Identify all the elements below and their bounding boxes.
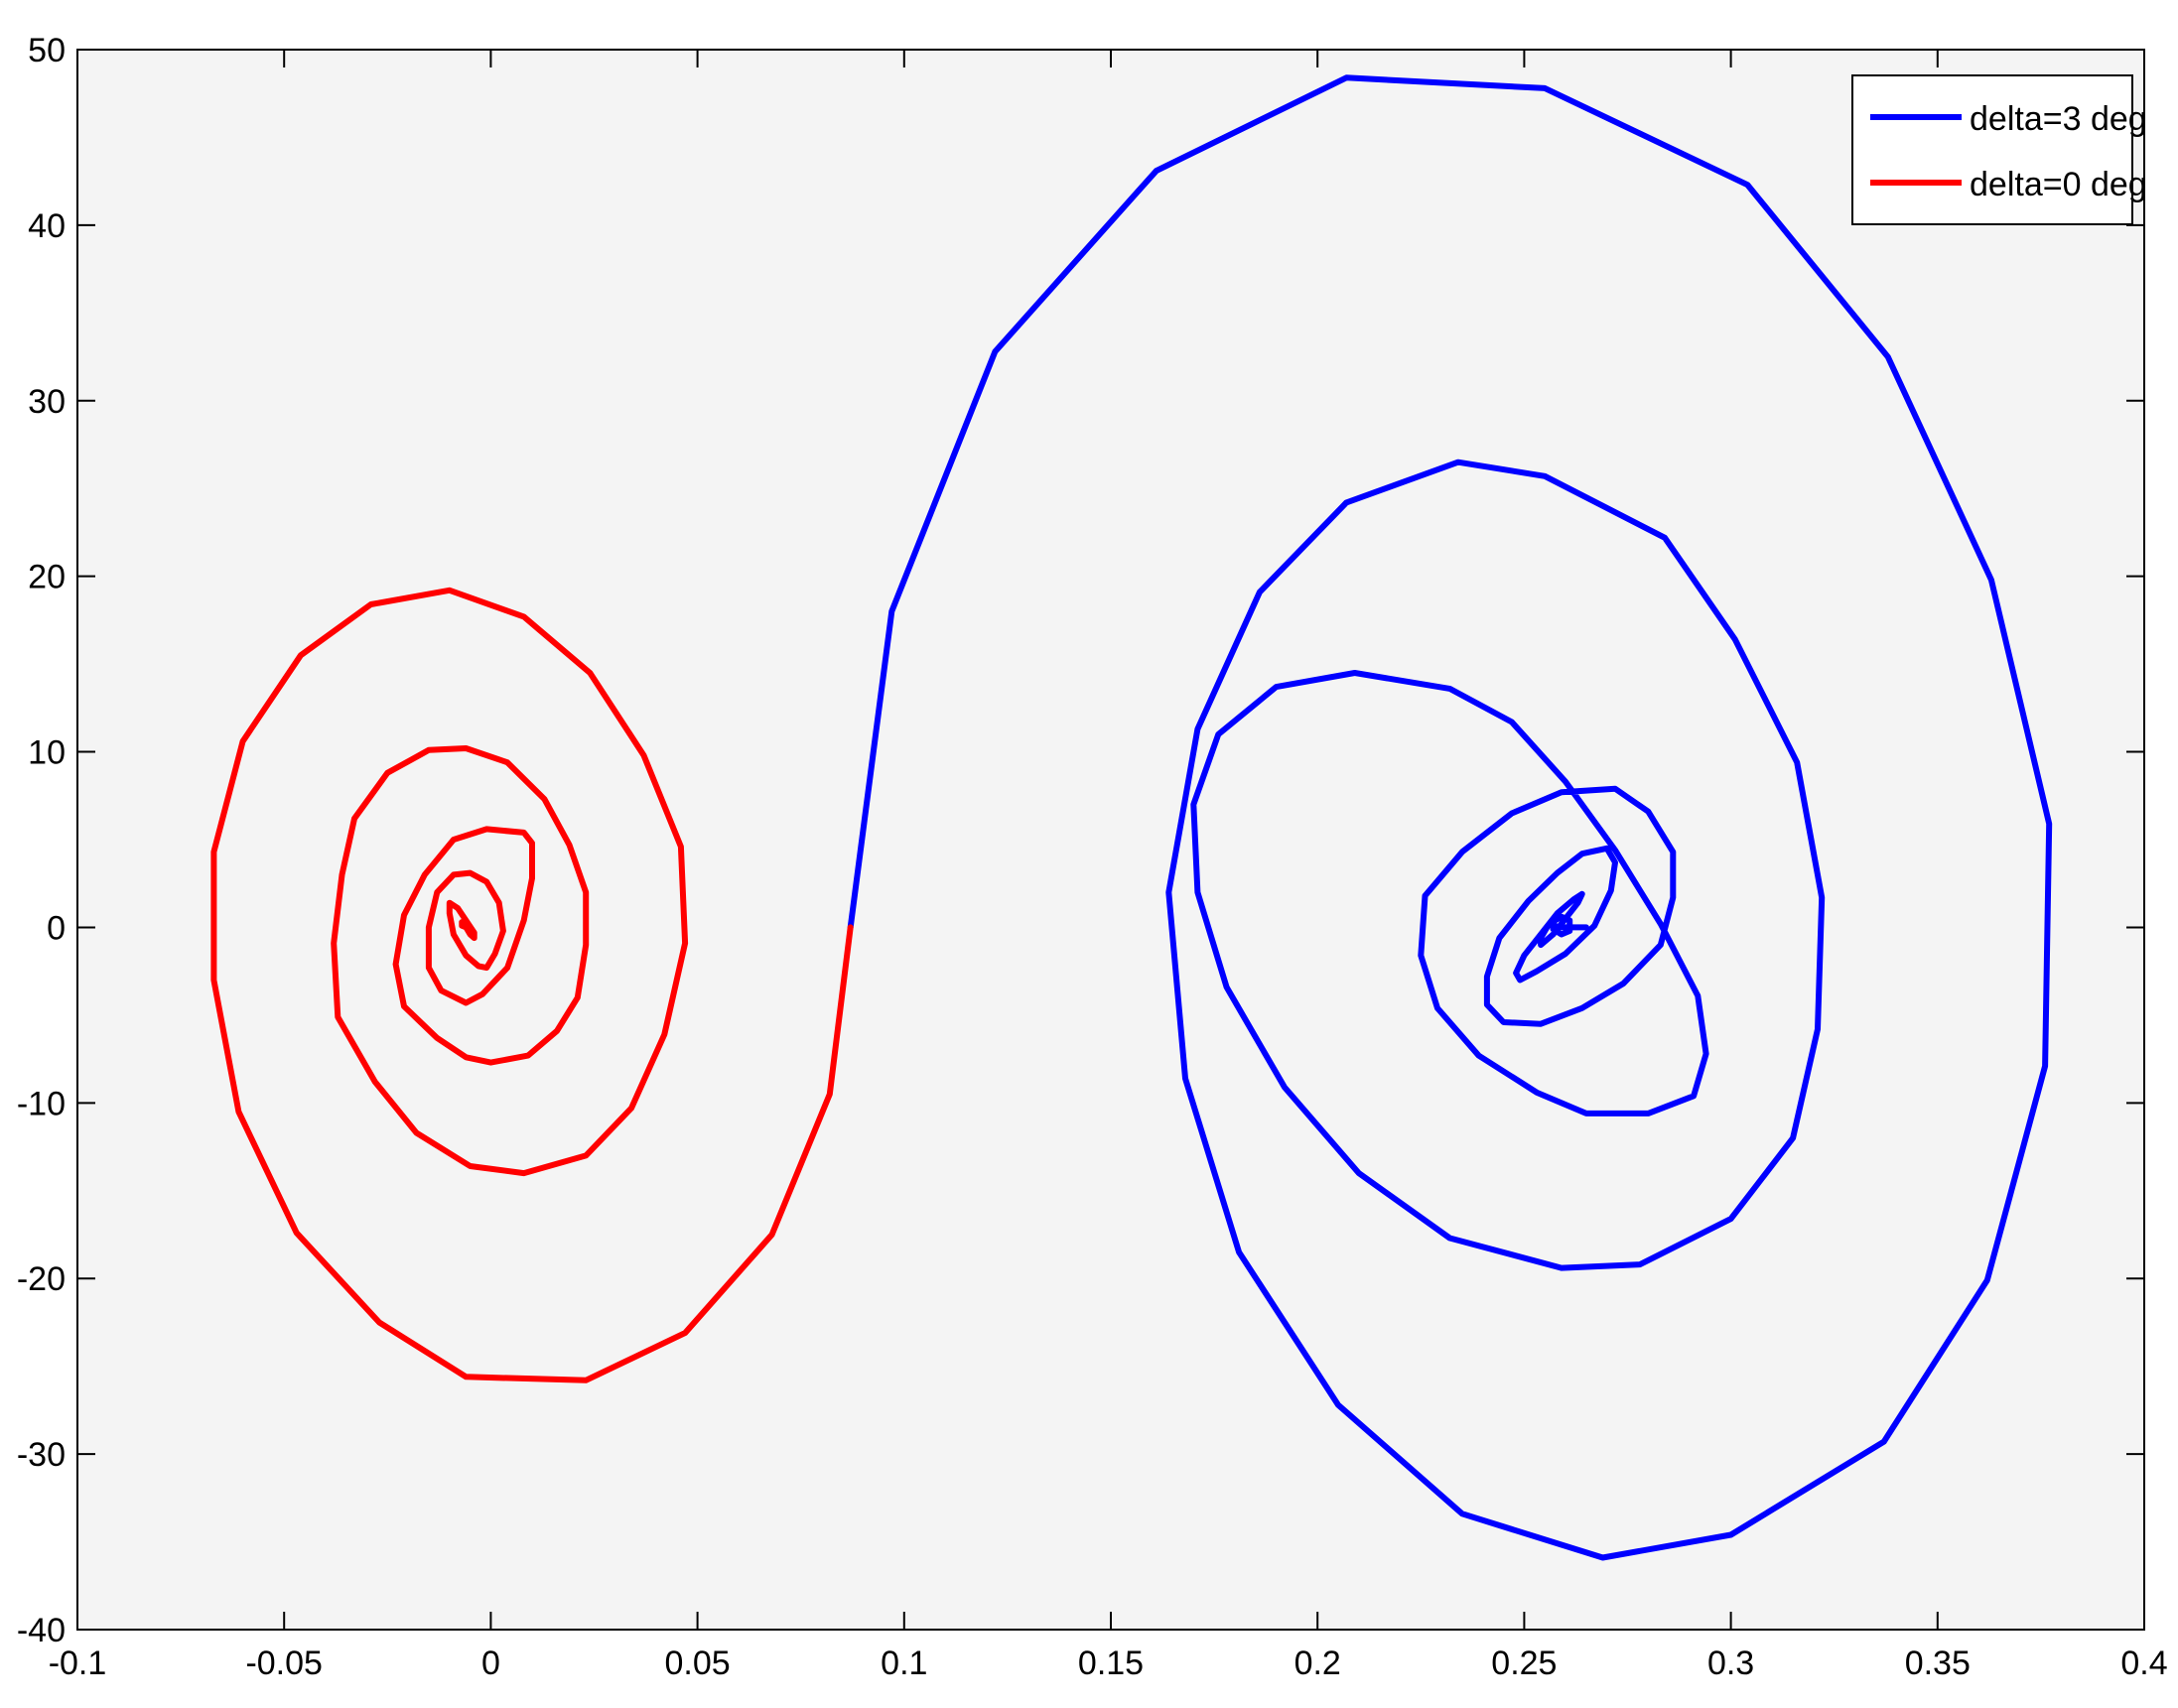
x-tick-label: 0 xyxy=(481,1644,500,1682)
legend-box xyxy=(1851,74,2133,225)
y-axis-tick-labels: -40 -30 -20 -10 0 10 20 30 40 50 xyxy=(17,32,66,1649)
y-tick-label: 0 xyxy=(47,909,66,947)
x-tick-label: 0.4 xyxy=(2120,1644,2167,1682)
y-tick-label: 50 xyxy=(28,32,66,69)
x-tick-label: -0.1 xyxy=(49,1644,107,1682)
x-tick-label: 0.1 xyxy=(881,1644,927,1682)
x-axis-tick-labels: -0.1 -0.05 0 0.05 0.1 0.15 0.2 0.25 0.3 0.35 0.4 xyxy=(49,1644,2168,1682)
x-tick-label: 0.05 xyxy=(665,1644,731,1682)
x-tick-label: 0.15 xyxy=(1078,1644,1144,1682)
y-tick-label: -40 xyxy=(17,1612,66,1649)
y-tick-label: -20 xyxy=(17,1260,66,1298)
y-tick-label: 10 xyxy=(28,734,66,772)
y-tick-label: -30 xyxy=(17,1436,66,1474)
y-tick-label: -10 xyxy=(17,1085,66,1122)
legend-label-delta-3: delta=3 deg xyxy=(1970,100,2147,138)
series-layer xyxy=(210,74,2053,1561)
y-tick-label: 30 xyxy=(28,383,66,421)
x-tick-label: 0.2 xyxy=(1294,1644,1341,1682)
axis-ticks xyxy=(76,49,2145,1631)
x-tick-label: -0.05 xyxy=(245,1644,323,1682)
legend: delta=3 deg delta=0 deg xyxy=(1851,74,2147,225)
legend-label-delta-0: delta=0 deg xyxy=(1970,166,2147,203)
x-tick-label: 0.3 xyxy=(1707,1644,1754,1682)
x-tick-label: 0.35 xyxy=(1905,1644,1971,1682)
plot-area xyxy=(77,50,2144,1630)
series-line-delta-3-deg xyxy=(847,74,2053,1561)
y-tick-label: 40 xyxy=(28,207,66,245)
x-tick-label: 0.25 xyxy=(1491,1644,1557,1682)
series-line-delta-0-deg xyxy=(210,587,854,1383)
y-tick-label: 20 xyxy=(28,559,66,596)
